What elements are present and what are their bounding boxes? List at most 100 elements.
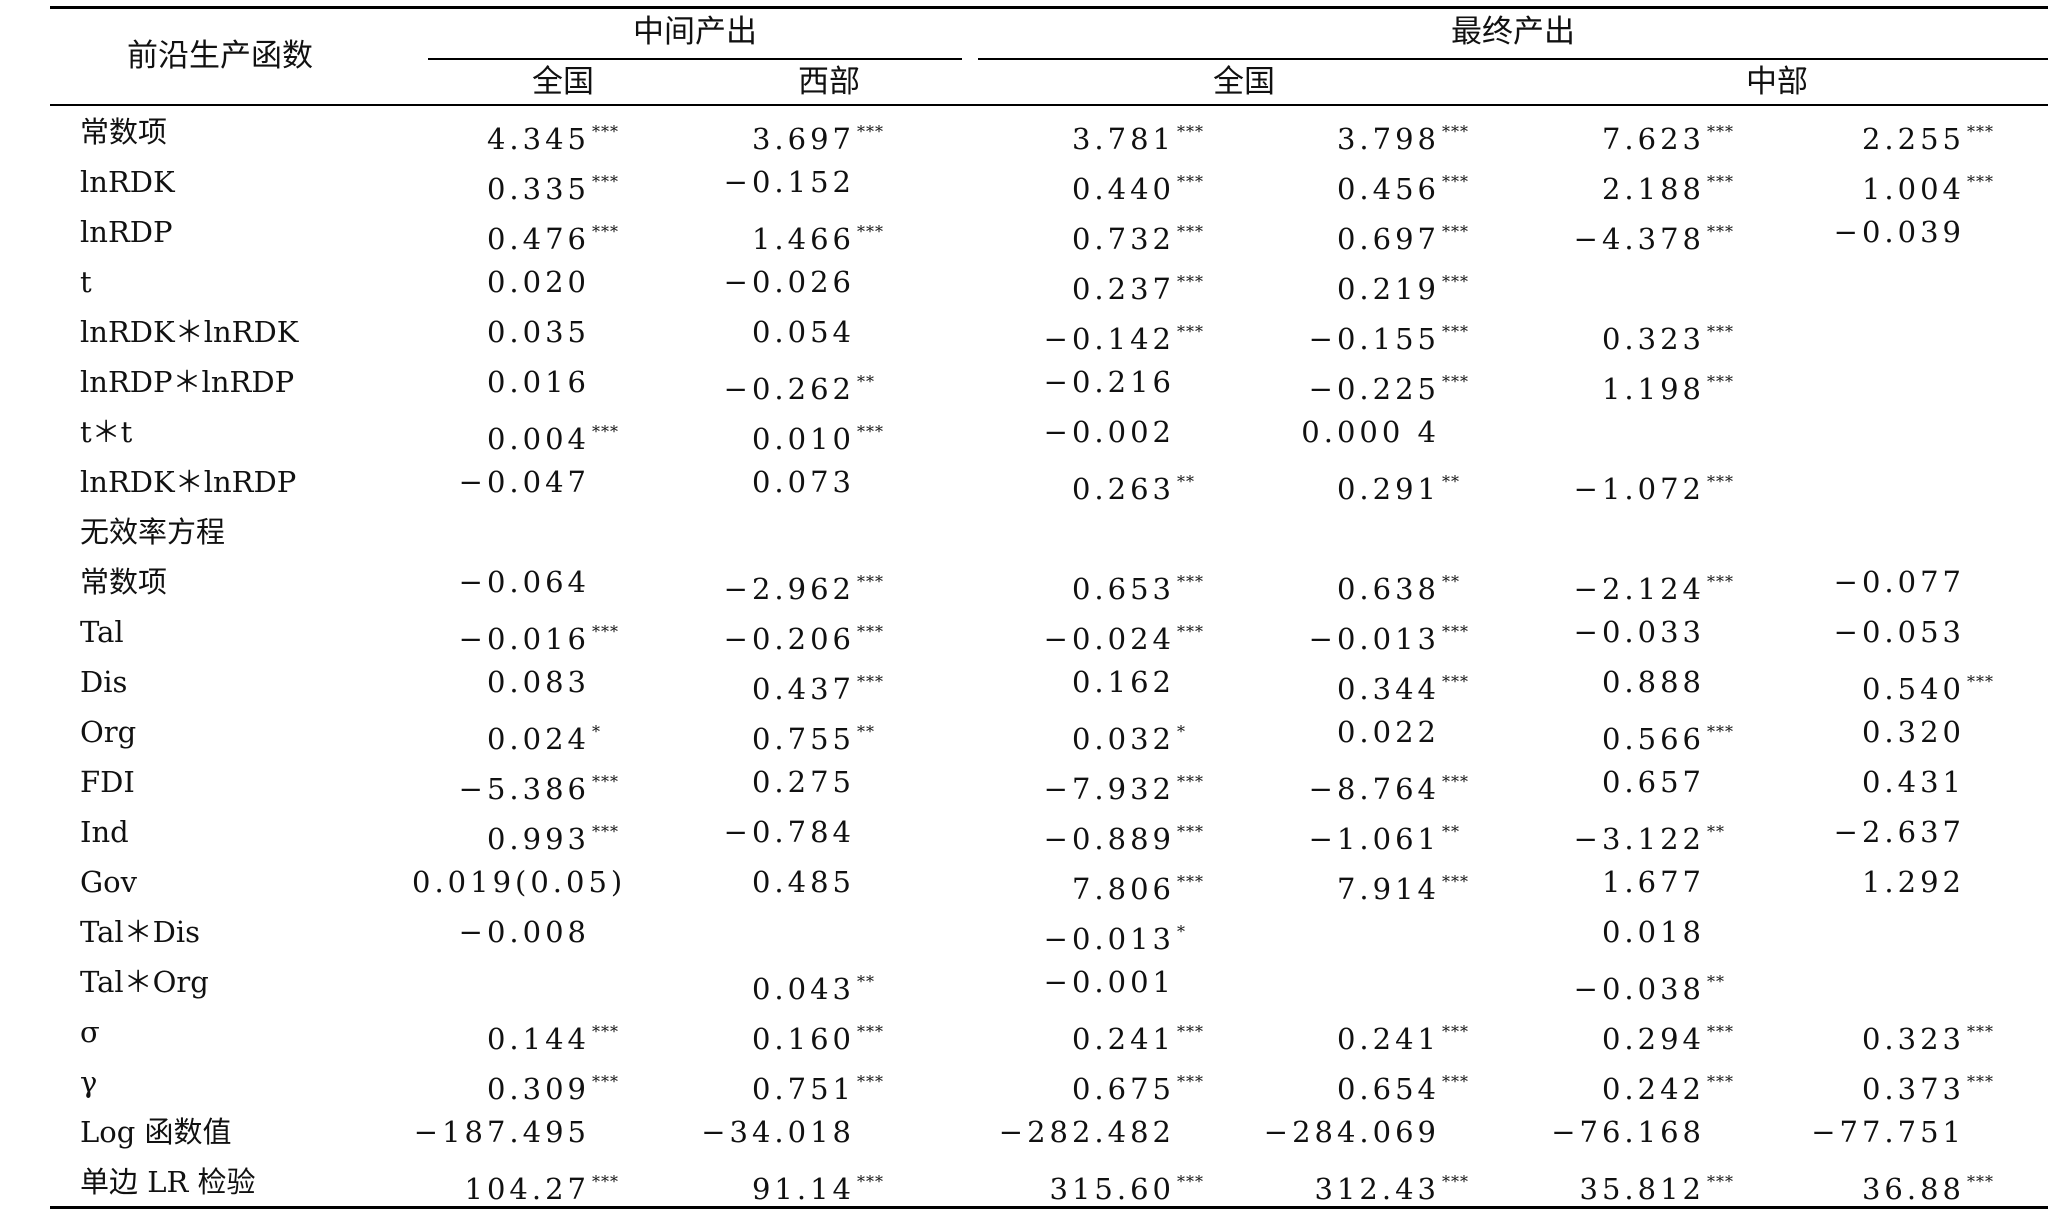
cell-value: 104.27 xyxy=(464,1172,590,1206)
table-cell: 0.456 *** xyxy=(1337,164,1469,207)
significance-stars: *** xyxy=(592,422,619,441)
cell-value: 7.623 xyxy=(1601,122,1705,156)
table-cell: 35.812 *** xyxy=(1580,1164,1734,1207)
cell-value: −1.072 xyxy=(1573,472,1705,506)
table-cell: 91.14 *** xyxy=(752,1164,884,1207)
table-cell: 0.022 xyxy=(1337,714,1440,750)
cell-value: 0.024 xyxy=(486,722,590,756)
table-cell: −0.784 xyxy=(724,814,855,850)
significance-stars: *** xyxy=(1442,122,1469,141)
cell-value: 1.677 xyxy=(1601,865,1705,899)
table-cell: 0.294 *** xyxy=(1602,1014,1734,1057)
table-cell: −0.152 xyxy=(724,164,855,200)
cell-value: −76.168 xyxy=(1551,1115,1705,1149)
significance-stars: *** xyxy=(1967,172,1994,191)
cell-value: −0.889 xyxy=(1043,822,1175,856)
significance-stars: *** xyxy=(1177,1022,1204,1041)
significance-stars: *** xyxy=(592,1072,619,1091)
significance-stars: ** xyxy=(1442,822,1460,841)
table-cell: 36.88 *** xyxy=(1862,1164,1994,1207)
table-cell: 0.675 *** xyxy=(1072,1064,1204,1107)
significance-stars: *** xyxy=(1707,372,1734,391)
significance-stars: * xyxy=(1177,722,1186,741)
row-label: 单边 LR 检验 xyxy=(80,1165,256,1199)
cell-value: −0.225 xyxy=(1308,372,1440,406)
significance-stars: *** xyxy=(1707,222,1734,241)
cell-value: 0.732 xyxy=(1071,222,1175,256)
cell-value: −1.061 xyxy=(1308,822,1440,856)
cell-value: 0.016 xyxy=(486,365,590,399)
cell-value: 0.323 xyxy=(1861,1022,1965,1056)
significance-stars: *** xyxy=(1967,1172,1994,1191)
table-cell: −0.077 xyxy=(1834,564,1965,600)
row-label: lnRDK＊lnRDP xyxy=(80,465,297,499)
table-cell: 0.162 xyxy=(1072,664,1175,700)
row-label: Log 函数值 xyxy=(80,1115,232,1149)
cell-value: −0.008 xyxy=(458,915,590,949)
cell-value: 0.000 4 xyxy=(1301,415,1440,449)
significance-stars: *** xyxy=(1967,1072,1994,1091)
significance-stars: *** xyxy=(1442,1172,1469,1191)
table-cell: −1.061 ** xyxy=(1309,814,1460,857)
cell-value: 0.755 xyxy=(751,722,855,756)
table-cell: −0.155 *** xyxy=(1309,314,1469,357)
table-cell: 0.320 xyxy=(1862,714,1965,750)
cell-value: 0.456 xyxy=(1336,172,1440,206)
table-cell: 0.654 *** xyxy=(1337,1064,1469,1107)
sub-header-west: 西部 xyxy=(798,64,860,100)
top-rule xyxy=(50,6,2048,9)
table-cell: 0.083 xyxy=(487,664,590,700)
row-label: Ind xyxy=(80,815,129,849)
table-cell: 0.016 xyxy=(487,364,590,400)
significance-stars: *** xyxy=(1177,172,1204,191)
cell-value: 0.540 xyxy=(1861,672,1965,706)
table-cell: 0.657 xyxy=(1602,764,1705,800)
cell-value: −4.378 xyxy=(1573,222,1705,256)
significance-stars: *** xyxy=(1707,322,1734,341)
cell-value: 0.241 xyxy=(1336,1022,1440,1056)
significance-stars: ** xyxy=(1707,822,1725,841)
cell-value: −2.124 xyxy=(1573,572,1705,606)
cell-value: 2.188 xyxy=(1601,172,1705,206)
cell-value: −282.482 xyxy=(998,1115,1175,1149)
significance-stars: *** xyxy=(1967,122,1994,141)
table-cell: 0.291 ** xyxy=(1337,464,1460,507)
table-cell: 0.237 *** xyxy=(1072,264,1204,307)
table-cell: 312.43 *** xyxy=(1315,1164,1469,1207)
significance-stars: *** xyxy=(1177,122,1204,141)
table-cell: 0.335 *** xyxy=(487,164,619,207)
table-cell: 1.004 *** xyxy=(1862,164,1994,207)
cell-value: −3.122 xyxy=(1573,822,1705,856)
cell-value: 0.675 xyxy=(1071,1072,1175,1106)
corner-header: 前沿生产函数 xyxy=(127,38,313,74)
cell-value: 0.320 xyxy=(1861,715,1965,749)
cell-value: 0.654 xyxy=(1336,1072,1440,1106)
cell-value: 0.073 xyxy=(751,465,855,499)
cell-value: 0.160 xyxy=(751,1022,855,1056)
table-cell: 0.323 *** xyxy=(1602,314,1734,357)
cell-value: 312.43 xyxy=(1314,1172,1440,1206)
table-cell: −0.024 *** xyxy=(1044,614,1204,657)
significance-stars: *** xyxy=(1442,222,1469,241)
significance-stars: *** xyxy=(1177,222,1204,241)
cell-value: 0.335 xyxy=(486,172,590,206)
table-cell: 0.020 xyxy=(487,264,590,300)
cell-value: −0.039 xyxy=(1833,215,1965,249)
cell-value: 7.806 xyxy=(1071,872,1175,906)
row-label: t xyxy=(80,265,92,299)
significance-stars: *** xyxy=(592,222,619,241)
significance-stars: *** xyxy=(592,122,619,141)
cell-value: 315.60 xyxy=(1049,1172,1175,1206)
table-cell: −0.038 ** xyxy=(1574,964,1725,1007)
cell-value: 0.004 xyxy=(486,422,590,456)
significance-stars: *** xyxy=(1442,1022,1469,1041)
table-cell: 7.623 *** xyxy=(1602,114,1734,157)
cell-value: 0.373 xyxy=(1861,1072,1965,1106)
significance-stars: *** xyxy=(857,222,884,241)
table-cell: 0.697 *** xyxy=(1337,214,1469,257)
significance-stars: *** xyxy=(592,1172,619,1191)
table-cell: −0.142 *** xyxy=(1044,314,1204,357)
table-cell: 0.309 *** xyxy=(487,1064,619,1107)
cell-value: −77.751 xyxy=(1811,1115,1965,1149)
cell-value: 1.198 xyxy=(1601,372,1705,406)
